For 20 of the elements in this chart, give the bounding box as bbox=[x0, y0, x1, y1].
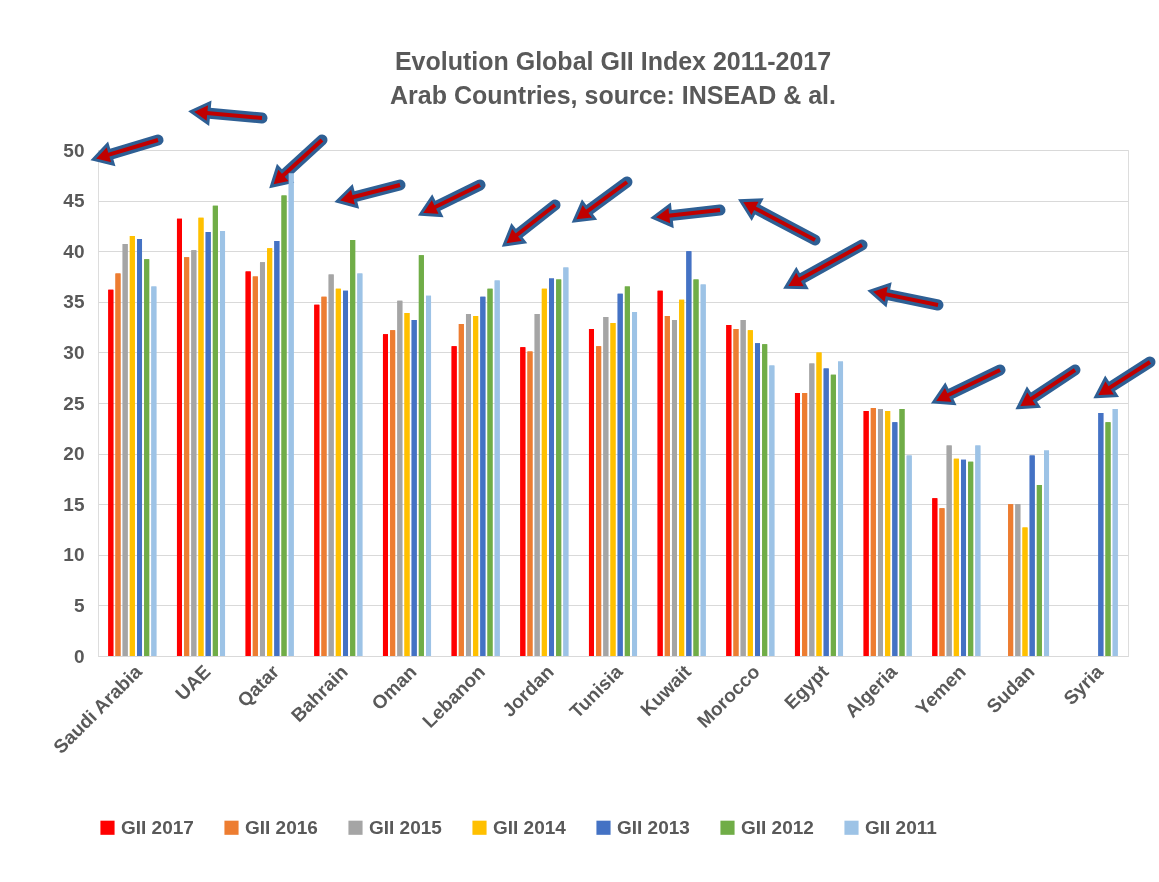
legend-label: GII 2012 bbox=[741, 816, 814, 838]
legend-label: GII 2017 bbox=[121, 816, 194, 838]
y-tick-label: 10 bbox=[63, 544, 85, 566]
text: Evolution Global GII Index 2011-2017 bbox=[394, 46, 832, 75]
y-tick-label: 15 bbox=[63, 493, 85, 515]
y-tick-label: 45 bbox=[63, 190, 85, 212]
legend-label: GII 2015 bbox=[369, 816, 443, 838]
y-tick-label: 50 bbox=[63, 139, 85, 161]
legend-label: GII 2016 bbox=[245, 816, 318, 838]
legend-label: GII 2011 bbox=[865, 816, 938, 838]
legend-label: GII 2014 bbox=[493, 816, 567, 838]
y-tick-label: 0 bbox=[73, 645, 85, 667]
y-tick-label: 5 bbox=[73, 594, 85, 616]
y-tick-label: 40 bbox=[63, 240, 85, 262]
text: Arab Countries, source: INSEAD & al. bbox=[390, 80, 836, 109]
legend-label: GII 2013 bbox=[617, 816, 690, 838]
y-tick-label: 20 bbox=[63, 443, 85, 465]
y-tick-label: 30 bbox=[63, 341, 85, 363]
y-tick-label: 35 bbox=[63, 291, 85, 313]
y-tick-label: 25 bbox=[63, 392, 85, 414]
